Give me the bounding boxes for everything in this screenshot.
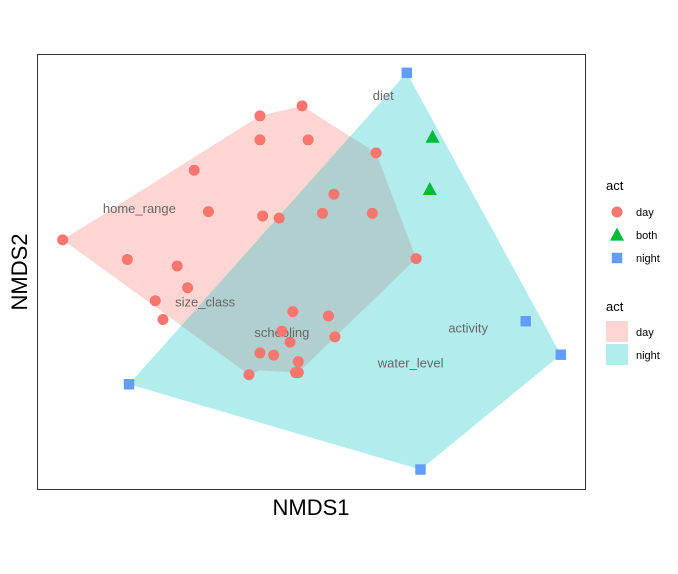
point-day-5 xyxy=(171,260,183,272)
point-both-2 xyxy=(422,181,437,195)
legend-fills-title: act xyxy=(606,299,624,314)
point-night-2 xyxy=(123,379,135,390)
legend-key-day xyxy=(611,206,623,218)
point-layer xyxy=(57,67,567,475)
point-day-14 xyxy=(254,347,266,359)
point-day-24 xyxy=(316,207,328,219)
legend-label-day: day xyxy=(636,207,654,219)
legend-fill-label-night: night xyxy=(636,350,660,362)
legend-label-night: night xyxy=(636,253,660,265)
point-day-10 xyxy=(254,134,266,146)
point-day-8 xyxy=(202,206,214,218)
point-day-26 xyxy=(322,310,334,322)
point-day-13 xyxy=(243,369,255,381)
point-day-9 xyxy=(254,110,266,122)
point-night-4 xyxy=(520,315,531,327)
legend-fill-key-night xyxy=(606,344,628,365)
legend: act day both night act day night xyxy=(606,178,660,365)
point-day-11 xyxy=(257,210,269,222)
point-day-21 xyxy=(287,306,299,318)
y-axis-title: NMDS2 xyxy=(7,233,32,310)
variable-label-size-class: size_class xyxy=(175,294,235,309)
point-day-20 xyxy=(292,367,304,379)
point-day-15 xyxy=(268,349,280,361)
point-day-12 xyxy=(273,212,285,224)
point-day-29 xyxy=(370,147,382,159)
legend-key-night xyxy=(611,252,623,264)
variable-label-activity: activity xyxy=(448,320,488,335)
variable-label-layer: diethome_rangesize_classschoolingactivit… xyxy=(103,88,489,371)
point-day-16 xyxy=(276,325,288,337)
point-day-28 xyxy=(366,207,378,219)
legend-fill-key-day xyxy=(606,321,628,342)
panel-border xyxy=(37,54,586,490)
point-day-25 xyxy=(328,188,340,200)
point-day-23 xyxy=(302,134,314,146)
legend-fill-label-day: day xyxy=(636,327,654,339)
legend-label-both: both xyxy=(636,230,657,242)
point-day-1 xyxy=(57,234,69,246)
variable-label-water-level: water_level xyxy=(377,355,444,370)
hull-layer xyxy=(62,72,561,470)
point-night-5 xyxy=(555,349,567,360)
point-day-6 xyxy=(182,282,194,294)
variable-label-diet: diet xyxy=(373,88,394,103)
hull-day xyxy=(62,105,417,375)
point-day-22 xyxy=(296,100,308,112)
point-day-4 xyxy=(157,313,169,325)
x-axis-title: NMDS1 xyxy=(272,495,349,520)
point-day-2 xyxy=(121,253,133,265)
point-day-3 xyxy=(149,295,161,307)
point-day-27 xyxy=(329,331,341,343)
point-day-30 xyxy=(410,253,422,265)
legend-points-title: act xyxy=(606,178,624,193)
point-both-1 xyxy=(425,129,440,143)
point-night-3 xyxy=(415,464,426,475)
point-day-18 xyxy=(292,356,304,368)
point-day-7 xyxy=(188,164,200,176)
legend-key-both xyxy=(609,227,625,241)
point-day-17 xyxy=(284,336,296,348)
point-night-1 xyxy=(401,67,413,79)
hull-night xyxy=(129,72,561,470)
variable-label-home-range: home_range xyxy=(103,201,176,216)
